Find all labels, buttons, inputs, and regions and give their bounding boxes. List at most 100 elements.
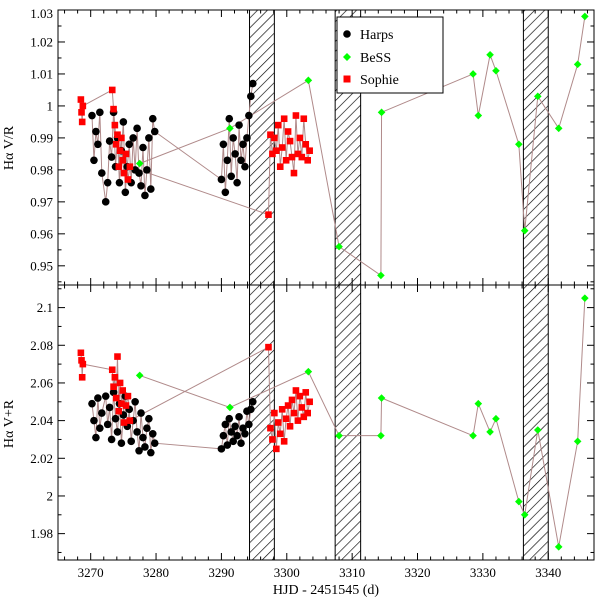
bottom-x-tick-label: 3310 (339, 565, 365, 580)
top-y-tick-label: 1 (47, 98, 54, 113)
bottom-bess-point (226, 403, 234, 412)
bottom-bess-point (377, 431, 385, 440)
bottom-bess-point (377, 394, 386, 402)
bottom-sophie-point (122, 402, 130, 409)
top-y-tick-label: 1.02 (30, 34, 53, 49)
top-harps-point (247, 92, 255, 101)
top-harps-point (101, 198, 110, 206)
bottom-harps-point (133, 428, 141, 436)
bottom-sophie-point (302, 389, 310, 396)
top-sophie-point (271, 134, 278, 142)
bottom-sophie-point (111, 373, 119, 381)
top-y-tick-label: 1.03 (30, 6, 53, 21)
bottom-sophie-point (79, 360, 87, 368)
top-y-tick-label: 0.96 (30, 226, 53, 241)
bottom-harps-point (231, 422, 239, 431)
top-shaded-interval-1 (249, 10, 275, 285)
bottom-sophie-point (124, 392, 132, 400)
top-sophie-point (269, 150, 276, 158)
bottom-harps-point (219, 431, 228, 440)
bottom-sophie-point (118, 400, 125, 407)
bottom-harps-point (223, 441, 232, 449)
top-sophie-point (111, 121, 119, 129)
bottom-y-tick-label: 2 (47, 488, 54, 503)
bottom-harps-point (141, 443, 149, 451)
bottom-sophie-point (298, 404, 306, 411)
legend-label-bess: BeSS (360, 51, 391, 66)
bottom-x-tick-label: 3280 (143, 565, 169, 580)
bottom-harps-point (92, 433, 100, 442)
top-sophie-point (292, 112, 300, 119)
top-bess-point (515, 140, 523, 149)
bottom-harps-point (88, 399, 96, 408)
bottom-sophie-point (120, 419, 128, 426)
bottom-harps-point (131, 397, 139, 406)
bottom-sophie-point (112, 394, 120, 402)
bottom-harps-point (225, 414, 234, 423)
top-sophie-point (298, 153, 306, 161)
top-harps-point (243, 134, 251, 142)
bottom-sophie-point (273, 445, 280, 453)
bottom-harps-point (107, 435, 116, 444)
bottom-harps-point (105, 403, 114, 412)
top-harps-point (115, 178, 124, 187)
bottom-harps-point (241, 430, 249, 438)
bottom-bess-point (304, 367, 313, 376)
bottom-sophie-point (267, 424, 274, 432)
bottom-bess-point (581, 294, 589, 302)
bottom-bess-point (135, 371, 144, 380)
bottom-y-tick-label: 2.06 (30, 375, 53, 390)
top-y-tick-label: 0.98 (30, 162, 53, 177)
top-bess-point (520, 226, 529, 235)
top-sophie-point (115, 163, 123, 170)
bottom-harps-point (96, 424, 104, 432)
bottom-harps-point (150, 439, 159, 448)
bottom-x-tick-label: 3300 (274, 565, 300, 580)
bottom-sophie-point (294, 417, 302, 424)
top-harps-point (90, 156, 98, 165)
top-harps-point (150, 127, 159, 136)
bottom-harps-point (139, 433, 147, 442)
legend-marker-harps (343, 30, 351, 38)
top-harps-point (225, 114, 234, 123)
top-sophie-point (112, 141, 120, 148)
bottom-sophie-point (269, 436, 276, 443)
bottom-harps-point (227, 428, 236, 436)
bottom-sophie-point (126, 417, 134, 424)
bottom-sophie-point (78, 373, 86, 381)
bottom-y-tick-label: 2.02 (30, 451, 53, 466)
top-sophie-point (290, 169, 298, 177)
top-sophie-point (122, 150, 130, 158)
bottom-sophie-point (110, 383, 117, 391)
bottom-bess-point (474, 399, 483, 408)
bottom-x-tick-label: 3290 (208, 565, 234, 580)
bottom-harps-point (137, 409, 145, 417)
legend-marker-bess (343, 53, 351, 61)
top-sophie-point (302, 141, 310, 148)
bottom-sophie-point (286, 422, 294, 430)
top-sophie-point (79, 102, 87, 110)
top-harps-point (103, 178, 112, 187)
legend-label-sophie: Sophie (360, 73, 399, 88)
top-harps-point (248, 79, 257, 88)
bottom-harps-point (145, 414, 153, 423)
top-harps-point (221, 188, 230, 197)
bottom-sophie-point (292, 387, 300, 394)
top-bess-point (533, 92, 542, 101)
top-sophie-point (300, 115, 308, 123)
bottom-y-tick-label: 2.08 (30, 338, 53, 353)
top-harps-point (139, 143, 147, 152)
bottom-sophie-point (300, 413, 308, 421)
top-sophie-point (304, 156, 311, 164)
top-sophie-point (114, 131, 121, 139)
bottom-harps-point (247, 405, 255, 414)
top-sophie-point (78, 118, 86, 126)
top-harps-point (145, 134, 153, 142)
top-harps-point (235, 121, 243, 129)
top-harps-point (147, 185, 155, 193)
bottom-sophie-point (265, 343, 272, 351)
top-sophie-point (116, 147, 124, 154)
bottom-sophie-point (284, 402, 292, 409)
legend: Harps BeSS Sophie (336, 16, 444, 94)
